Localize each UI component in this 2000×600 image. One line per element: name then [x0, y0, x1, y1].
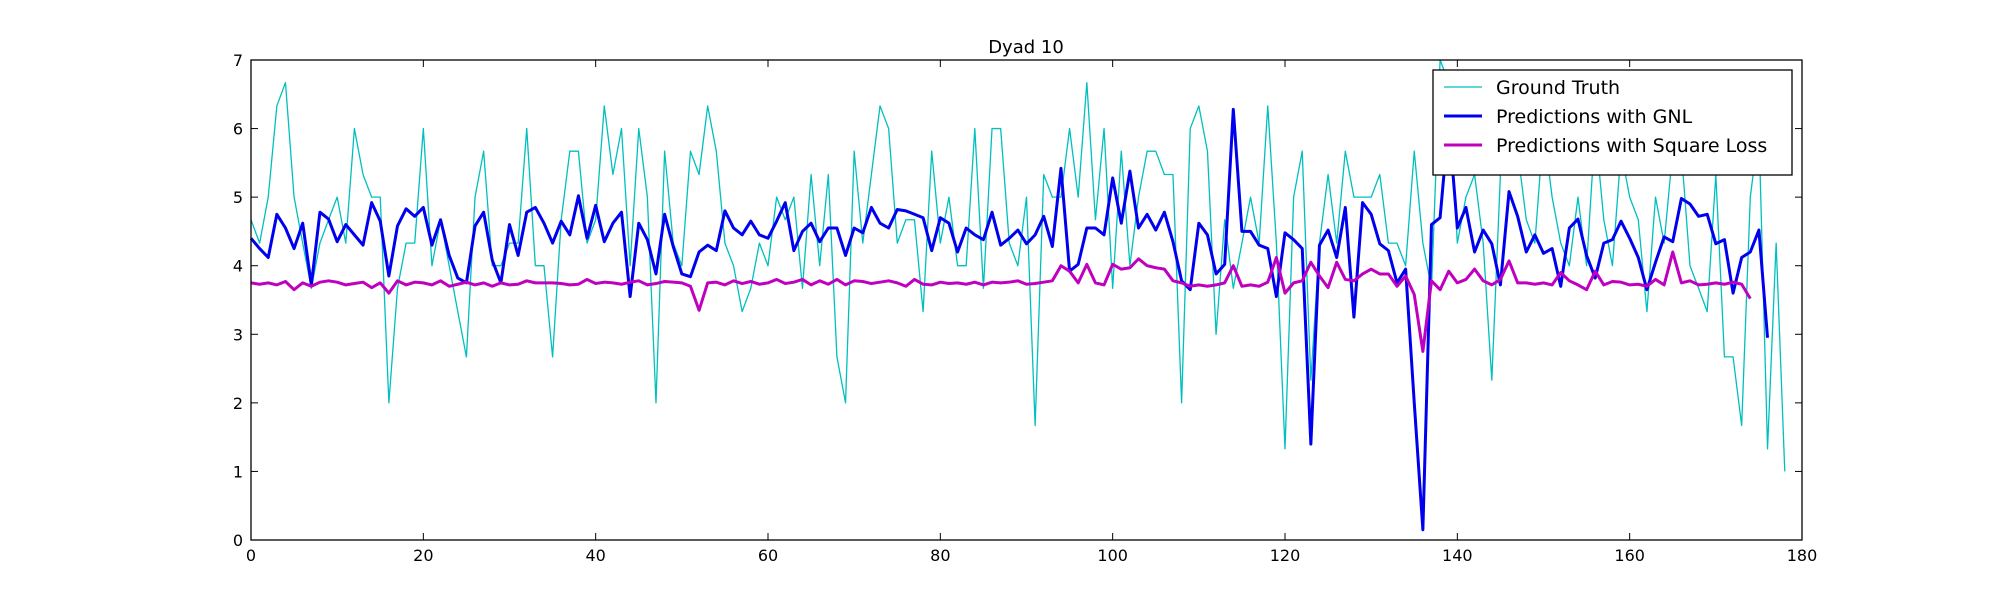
x-tick-label: 60 — [758, 546, 778, 565]
legend-label: Predictions with GNL — [1496, 106, 1693, 128]
x-tick-label: 0 — [246, 546, 256, 565]
x-tick-label: 40 — [585, 546, 605, 565]
series-line-3 — [250, 250, 1752, 353]
chart-title: Dyad 10 — [988, 37, 1064, 58]
legend-label: Ground Truth — [1496, 77, 1620, 99]
y-tick-label: 4 — [233, 257, 243, 276]
x-tick-label: 160 — [1614, 546, 1645, 565]
y-tick-label: 1 — [233, 462, 243, 481]
legend-label: Predictions with Square Loss — [1496, 135, 1767, 157]
plot-area — [249, 59, 1786, 532]
legend: Ground Truth Predictions with GNL Predicti… — [1432, 69, 1793, 176]
y-tick-label: 6 — [233, 120, 243, 139]
x-tick-label: 20 — [413, 546, 433, 565]
x-tick-label: 100 — [1097, 546, 1128, 565]
series-line-2 — [249, 107, 1770, 532]
y-tick-label: 7 — [233, 51, 243, 70]
x-tick-label: 80 — [930, 546, 950, 565]
y-tick-label: 3 — [233, 325, 243, 344]
y-tick-label: 0 — [233, 531, 243, 550]
axis-ticks: 0 20 40 60 80 100 120 140 160 180 0 1 2 3 4 5 6 7 — [233, 51, 1817, 565]
x-tick-label: 140 — [1442, 546, 1473, 565]
plot-frame — [250, 59, 1803, 541]
legend-box — [1432, 69, 1793, 176]
x-tick-label: 180 — [1787, 546, 1818, 565]
y-tick-label: 2 — [233, 394, 243, 413]
x-tick-label: 120 — [1270, 546, 1301, 565]
y-tick-label: 5 — [233, 188, 243, 207]
